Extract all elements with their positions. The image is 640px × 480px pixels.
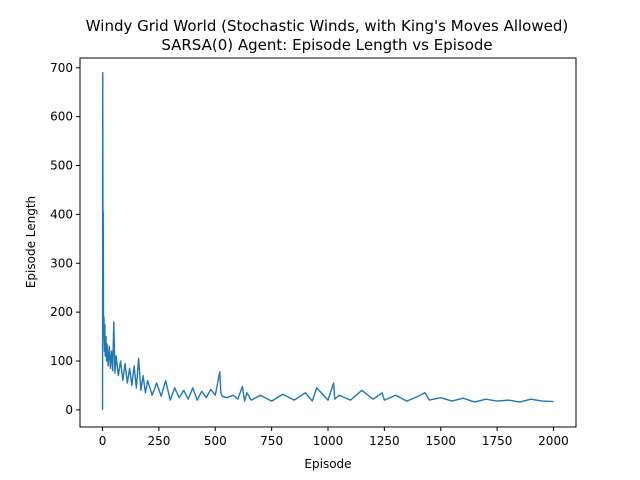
chart-title: Windy Grid World (Stochastic Winds, with… bbox=[86, 17, 568, 35]
y-axis: 0 100 200 300 400 500 600 700 bbox=[50, 61, 80, 417]
y-tick-label: 400 bbox=[50, 207, 73, 221]
plot-area bbox=[101, 71, 554, 410]
y-tick-label: 0 bbox=[65, 403, 73, 417]
x-tick-label: 0 bbox=[99, 434, 107, 448]
x-tick-label: 500 bbox=[204, 434, 227, 448]
y-tick-label: 300 bbox=[50, 256, 73, 270]
x-tick-label: 1500 bbox=[425, 434, 456, 448]
y-tick-label: 700 bbox=[50, 61, 73, 75]
y-tick-label: 100 bbox=[50, 354, 73, 368]
chart-subtitle: SARSA(0) Agent: Episode Length vs Episod… bbox=[161, 36, 492, 54]
x-tick-label: 1750 bbox=[482, 434, 513, 448]
x-tick-label: 750 bbox=[260, 434, 283, 448]
y-tick-label: 200 bbox=[50, 305, 73, 319]
x-tick-label: 2000 bbox=[538, 434, 569, 448]
x-tick-label: 1000 bbox=[313, 434, 344, 448]
x-tick-label: 1250 bbox=[369, 434, 400, 448]
plot-frame bbox=[79, 57, 577, 428]
y-axis-label: Episode Length bbox=[24, 196, 38, 288]
x-axis-label: Episode bbox=[304, 457, 351, 471]
x-axis: 0 250 500 750 1000 1250 1500 1750 2000 bbox=[99, 427, 569, 448]
y-tick-label: 600 bbox=[50, 110, 73, 124]
x-tick-label: 250 bbox=[147, 434, 170, 448]
series-line bbox=[101, 71, 554, 410]
y-tick-label: 500 bbox=[50, 159, 73, 173]
